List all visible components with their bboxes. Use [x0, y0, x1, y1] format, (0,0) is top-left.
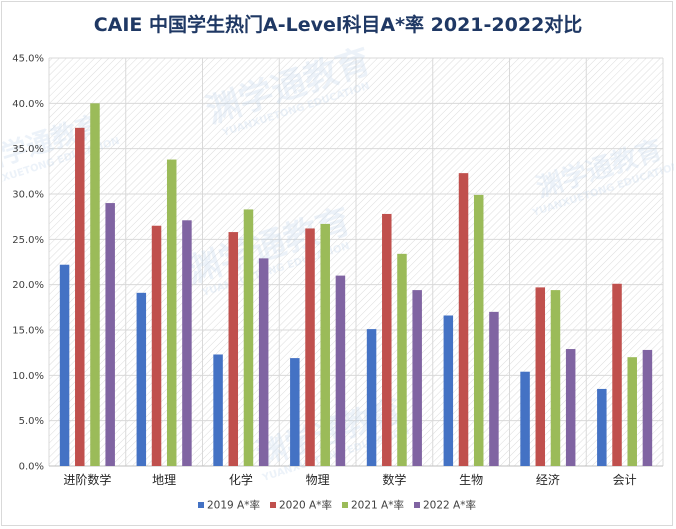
x-category-label: 化学: [229, 472, 253, 487]
bar: [412, 290, 422, 466]
bar: [535, 287, 546, 466]
y-tick-label: 0.0%: [19, 462, 44, 473]
bar: [443, 315, 454, 466]
bar: [458, 173, 469, 466]
x-category-label: 会计: [613, 473, 637, 487]
gridlines: [48, 57, 664, 467]
legend-swatch: [270, 502, 276, 508]
bar: [627, 357, 637, 466]
x-category-label: 物理: [306, 473, 330, 487]
legend-label: 2022 A*率: [423, 499, 476, 512]
chart-title: CAIE 中国学生热门A-Level科目A*率 2021-2022对比: [94, 13, 583, 36]
bar: [366, 329, 377, 466]
legend-label: 2019 A*率: [207, 499, 260, 512]
bar: [228, 232, 239, 466]
x-category-label: 生物: [459, 473, 483, 487]
bar: [290, 358, 300, 466]
x-axis: 进阶数学 地理 化学 物理 数学 生物 经济 会计: [63, 472, 636, 487]
bar: [105, 203, 115, 467]
y-tick-label: 5.0%: [19, 416, 44, 427]
bar: [489, 311, 499, 466]
y-tick-label: 40.0%: [12, 99, 44, 110]
bar: [136, 292, 147, 466]
x-category-label: 地理: [152, 473, 176, 487]
y-tick-label: 30.0%: [12, 190, 44, 201]
legend-label: 2020 A*率: [279, 499, 332, 512]
y-tick-label: 35.0%: [12, 144, 44, 155]
y-axis: 0.0% 5.0% 10.0% 15.0% 20.0% 25.0% 30.0% 35.0% 40…: [12, 54, 44, 473]
legend-swatch: [414, 502, 420, 508]
legend: 2019 A*率 2020 A*率 2021 A*率 2022 A*率: [198, 499, 476, 512]
bars: [59, 103, 653, 467]
legend-label: 2021 A*率: [351, 499, 404, 512]
x-category-label: 数学: [382, 472, 406, 487]
bar: [335, 275, 346, 466]
legend-swatch: [342, 502, 348, 508]
y-tick-label: 10.0%: [12, 371, 44, 382]
bar: [305, 228, 315, 466]
y-tick-label: 15.0%: [12, 326, 44, 337]
bar: [151, 225, 162, 466]
bar: [258, 258, 269, 466]
bar: [182, 220, 192, 466]
bar: [520, 371, 530, 466]
bar: [473, 194, 484, 466]
bar: [59, 264, 70, 466]
bar: [75, 127, 85, 467]
y-tick-label: 45.0%: [12, 54, 44, 65]
bar: [550, 290, 561, 466]
bar: [90, 103, 100, 466]
x-category-label: 进阶数学: [63, 472, 111, 487]
x-category-label: 经济: [536, 472, 560, 487]
bar: [642, 349, 653, 466]
bar: [565, 349, 576, 466]
bar: [397, 253, 407, 466]
bar: [243, 209, 254, 466]
bar: [382, 213, 392, 466]
bar: [166, 159, 177, 466]
bar: [612, 283, 622, 466]
y-tick-label: 20.0%: [12, 280, 44, 291]
legend-swatch: [198, 502, 204, 508]
bar: [597, 388, 607, 466]
bar: [320, 223, 330, 466]
bar: [213, 354, 223, 466]
y-tick-label: 25.0%: [12, 235, 44, 246]
